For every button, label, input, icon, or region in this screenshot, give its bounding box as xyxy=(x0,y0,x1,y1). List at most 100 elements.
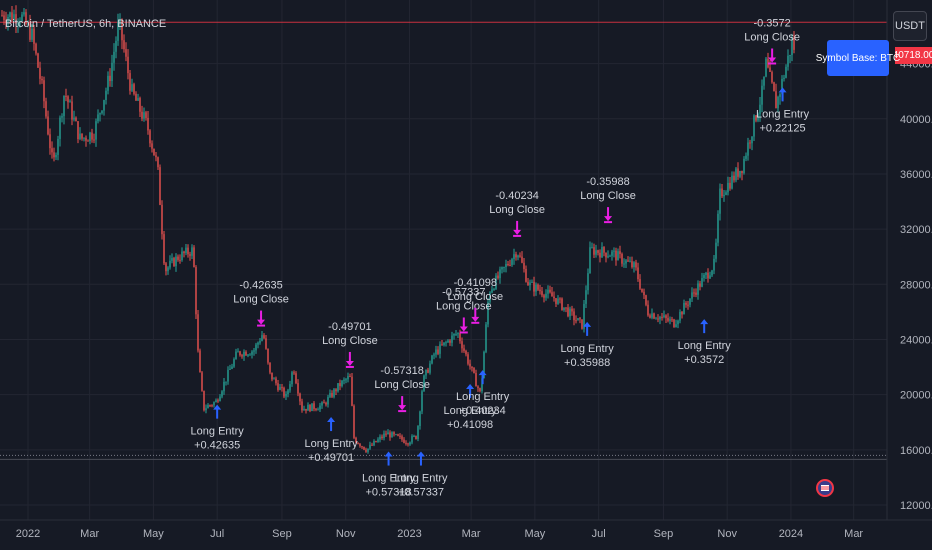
candle-body xyxy=(107,75,109,91)
candle-body xyxy=(789,54,791,56)
candle-body xyxy=(649,315,651,318)
candle-body xyxy=(159,167,161,205)
candle-body xyxy=(481,378,483,392)
candle-body xyxy=(433,354,435,356)
candle-body xyxy=(679,311,681,321)
candle-body xyxy=(577,318,579,321)
entry-label: Long Entry xyxy=(561,343,615,355)
candle-body xyxy=(465,350,467,355)
candle-body xyxy=(27,23,29,25)
entry-arrow-head xyxy=(700,319,709,325)
candle-body xyxy=(57,138,59,155)
candle-body xyxy=(657,318,659,320)
entry-label: Long Entry xyxy=(756,108,810,120)
currency-button[interactable]: USDT xyxy=(893,11,927,41)
candle-body xyxy=(227,369,229,382)
flag-icon[interactable] xyxy=(816,479,834,497)
candle-body xyxy=(321,402,323,406)
candle-body xyxy=(81,133,83,139)
candle-body xyxy=(689,298,691,305)
candle-body xyxy=(329,392,331,398)
candle-body xyxy=(579,318,581,320)
close-value: -0.49701 xyxy=(328,321,371,333)
candle-body xyxy=(385,433,387,435)
candle-body xyxy=(673,319,675,327)
candle-body xyxy=(79,133,81,140)
candle-body xyxy=(587,273,589,291)
candle-body xyxy=(515,254,517,258)
candle-body xyxy=(91,132,93,140)
candle-body xyxy=(359,443,361,447)
close-arrow-head xyxy=(345,360,354,366)
candle-body xyxy=(733,175,735,181)
candle-body xyxy=(289,384,291,391)
close-label: Long Close xyxy=(374,379,430,391)
candle-body xyxy=(485,324,487,352)
candle-body xyxy=(9,12,11,17)
candle-body xyxy=(705,272,707,275)
candle-body xyxy=(721,188,723,197)
candle-body xyxy=(501,267,503,270)
candle-body xyxy=(441,344,443,346)
candle-body xyxy=(85,137,87,141)
candles xyxy=(1,5,795,454)
symbol-base-badge[interactable]: Symbol Base: BTC xyxy=(816,40,900,76)
candle-body xyxy=(399,435,401,437)
candle-body xyxy=(535,284,537,292)
candle-body xyxy=(771,72,773,83)
candle-body xyxy=(65,95,67,97)
time-axis[interactable]: 2022 Mar May Jul Sep Nov 2023 Mar May Jul Sep Nov 20… xyxy=(16,528,864,540)
candle-body xyxy=(757,113,759,121)
candle-body xyxy=(719,188,721,214)
candle-body xyxy=(625,260,627,264)
time-tick-label: Sep xyxy=(272,528,292,540)
candle-body xyxy=(459,333,461,342)
candle-body xyxy=(495,275,497,289)
candle-body xyxy=(529,282,531,286)
candle-body xyxy=(189,254,191,256)
candle-body xyxy=(715,242,717,259)
candle-body xyxy=(95,121,97,140)
candle-body xyxy=(97,114,99,122)
candle-body xyxy=(439,344,441,354)
candle-body xyxy=(307,404,309,411)
candle-body xyxy=(223,381,225,392)
candle-body xyxy=(653,313,655,319)
candle-body xyxy=(391,432,393,438)
candle-body xyxy=(301,401,303,411)
candle-body xyxy=(237,351,239,353)
entry-value: +0.57337 xyxy=(398,487,444,499)
price-tick-label: 32000.00 xyxy=(900,224,932,236)
price-axis[interactable]: 12000.00 16000.00 20000.00 24000.00 28000.00… xyxy=(900,59,932,512)
close-arrow-head xyxy=(459,326,468,332)
candle-body xyxy=(69,101,71,103)
close-label: Long Close xyxy=(447,291,503,303)
close-label: Long Close xyxy=(489,204,545,216)
candle-body xyxy=(3,15,5,21)
candle-body xyxy=(443,342,445,345)
candle-body xyxy=(493,288,495,290)
candle-body xyxy=(331,392,333,397)
candle-body xyxy=(213,402,215,406)
candle-body xyxy=(695,292,697,295)
candle-body xyxy=(563,307,565,310)
candle-body xyxy=(231,366,233,369)
candle-body xyxy=(73,117,75,120)
candle-body xyxy=(263,335,265,339)
candle-body xyxy=(287,390,289,395)
close-value: -0.57337 xyxy=(442,286,485,298)
candle-body xyxy=(381,436,383,438)
candle-body xyxy=(295,373,297,384)
candle-body xyxy=(595,250,597,255)
candle-body xyxy=(277,383,279,390)
candle-body xyxy=(169,260,171,268)
candle-body xyxy=(209,405,211,407)
candle-body xyxy=(633,262,635,268)
candle-body xyxy=(469,363,471,367)
candle-body xyxy=(421,391,423,412)
candle-body xyxy=(623,263,625,265)
candle-body xyxy=(427,369,429,373)
candle-body xyxy=(259,340,261,343)
